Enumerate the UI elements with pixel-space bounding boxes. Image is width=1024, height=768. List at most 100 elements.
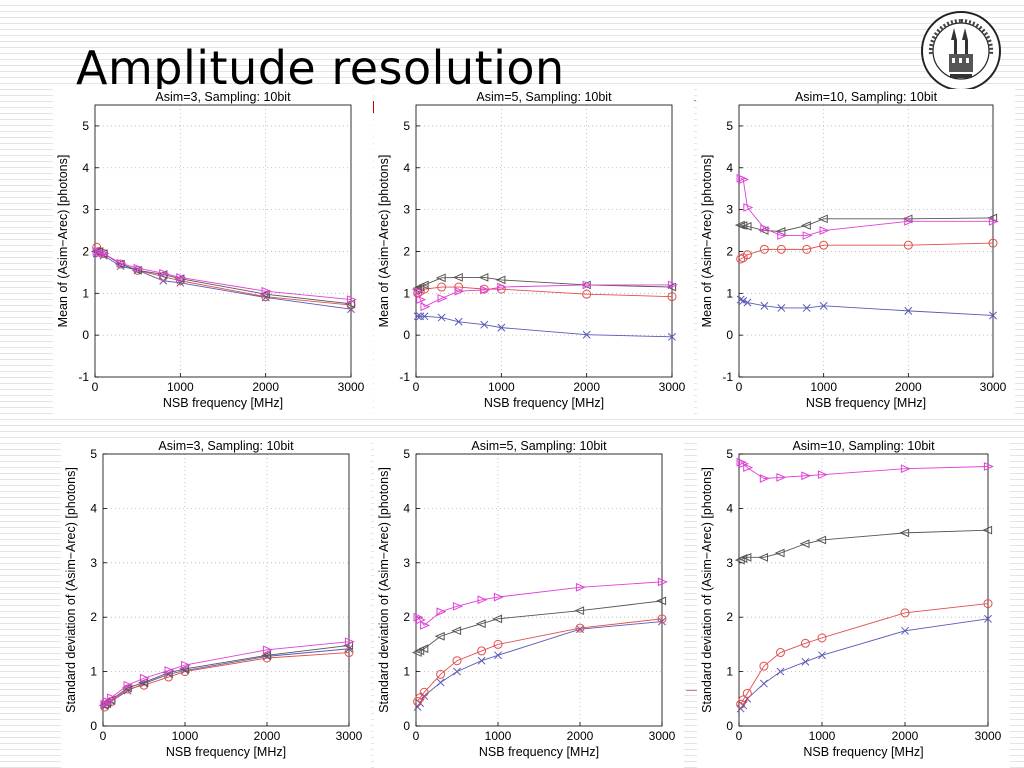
plot-area-frame [415, 104, 673, 378]
x-tick-label: 1000 [488, 380, 515, 394]
y-tick-label: 2 [90, 610, 97, 624]
data-point-x-marker [436, 678, 445, 687]
y-tick-label: 4 [82, 161, 89, 175]
data-point-triangle-right-marker [477, 595, 488, 605]
data-point-triangle-left-marker [800, 221, 811, 230]
data-point-triangle-left-marker [451, 626, 462, 636]
data-point-triangle-left-marker [982, 525, 993, 535]
data-point-circle-marker [776, 244, 786, 254]
series-blue [413, 617, 666, 711]
data-point-circle-marker [477, 646, 487, 656]
y-tick-label: 1 [90, 665, 97, 679]
data-point-x-marker [802, 304, 811, 312]
chart-title: Asim=3, Sampling: 10bit [158, 439, 294, 453]
data-point-circle-marker [667, 292, 677, 302]
data-point-triangle-right-marker [92, 247, 103, 256]
x-tick-label: 3000 [980, 380, 1007, 394]
series-magenta [736, 457, 994, 483]
y-tick-label: 3 [82, 203, 89, 217]
y-axis-label: Standard deviation of (Asim−Arec) [photo… [700, 467, 714, 713]
chart-title: Asim=10, Sampling: 10bit [792, 439, 935, 453]
data-point-triangle-left-marker [816, 535, 827, 545]
series-black [90, 247, 356, 309]
y-tick-label: 2 [82, 244, 89, 258]
data-point-triangle-right-marker [436, 607, 447, 617]
y-tick-label: 4 [726, 161, 733, 175]
data-point-circle-marker [344, 648, 354, 658]
data-point-circle-marker [419, 687, 429, 697]
series-line [740, 299, 994, 316]
data-point-triangle-right-marker [802, 231, 813, 240]
x-tick-label: 1000 [172, 729, 199, 743]
data-point-triangle-right-marker [437, 293, 448, 303]
data-point-triangle-right-marker [176, 273, 187, 282]
series-line [740, 242, 994, 260]
series-black [734, 525, 993, 565]
data-point-triangle-left-marker [574, 606, 585, 616]
data-point-x-marker [497, 323, 506, 332]
data-point-x-marker [453, 667, 461, 676]
data-point-triangle-left-marker [452, 273, 463, 282]
data-point-triangle-right-marker [493, 592, 504, 602]
data-point-triangle-right-marker [180, 660, 191, 670]
y-tick-label: 1 [403, 665, 410, 679]
y-tick-label: 2 [726, 610, 733, 624]
series-line [740, 177, 993, 237]
slide-title: Amplitude resolution [76, 41, 565, 95]
x-tick-label: 3000 [649, 729, 676, 743]
data-point-triangle-right-marker [900, 464, 911, 474]
x-tick-label: 1000 [809, 729, 836, 743]
series-line [104, 641, 350, 705]
data-point-circle-marker [742, 250, 752, 260]
data-point-x-marker [819, 301, 828, 310]
data-point-triangle-left-marker [987, 213, 998, 223]
series-black [734, 213, 998, 236]
y-tick-label: 5 [726, 447, 733, 461]
y-tick-label: 0 [90, 719, 97, 733]
x-axis-label: NSB frequency [MHz] [163, 396, 283, 410]
y-tick-label: -1 [399, 370, 410, 384]
data-point-triangle-right-marker [344, 637, 355, 647]
data-point-triangle-right-marker [777, 231, 788, 240]
data-point-triangle-right-marker [667, 280, 678, 290]
chart-title: Asim=10, Sampling: 10bit [795, 90, 938, 104]
data-point-triangle-right-marker [480, 285, 491, 295]
data-point-triangle-right-marker [346, 295, 357, 304]
data-point-triangle-right-marker [416, 295, 427, 304]
y-tick-label: 3 [403, 556, 410, 570]
x-tick-label: 2000 [567, 729, 594, 743]
data-point-triangle-left-marker [261, 650, 272, 660]
x-axis-label: NSB frequency [MHz] [803, 745, 923, 759]
series-line [96, 251, 352, 301]
data-point-triangle-right-marker [817, 470, 828, 480]
data-point-triangle-right-marker [657, 577, 668, 587]
data-point-triangle-right-marker [801, 471, 812, 481]
data-point-x-marker [454, 317, 463, 326]
y-tick-label: 5 [403, 447, 410, 461]
data-point-circle-marker [900, 608, 910, 618]
data-point-triangle-right-marker [413, 612, 424, 622]
x-tick-label: 3000 [975, 729, 1002, 743]
data-point-x-marker [736, 295, 745, 304]
plot-area-frame [738, 453, 989, 727]
chart-panel-mean-asim10: 0 1000 2000 3000 -1 0 1 2 3 4 5 Asim=10, Sampling: … [697, 89, 1015, 419]
series-red [736, 238, 998, 264]
data-point-triangle-right-marker [759, 474, 770, 483]
data-point-triangle-left-marker [656, 596, 667, 606]
x-tick-label: 0 [100, 729, 107, 743]
data-point-triangle-left-marker [495, 275, 506, 285]
data-point-circle-marker [776, 648, 785, 658]
y-axis-label: Standard deviation of (Asim−Arec) [photo… [377, 467, 391, 713]
x-tick-label: 2000 [252, 380, 279, 394]
chart-panel-std-asim5: 0 1000 2000 3000 0 1 2 3 4 5 Asim=5, Sampling: 10b… [374, 438, 684, 768]
y-tick-label: 2 [403, 244, 410, 258]
data-point-triangle-right-marker [983, 462, 994, 471]
series-black [411, 596, 667, 657]
chart-panel-mean-asim5: 0 1000 2000 3000 -1 0 1 2 3 4 5 Asim=5, Sampling: 1… [374, 89, 694, 419]
y-tick-label: 5 [726, 119, 733, 133]
x-tick-label: 1000 [167, 380, 194, 394]
y-tick-label: 0 [403, 328, 410, 342]
plot-area-frame [94, 104, 352, 378]
chart-title: Asim=5, Sampling: 10bit [471, 439, 607, 453]
